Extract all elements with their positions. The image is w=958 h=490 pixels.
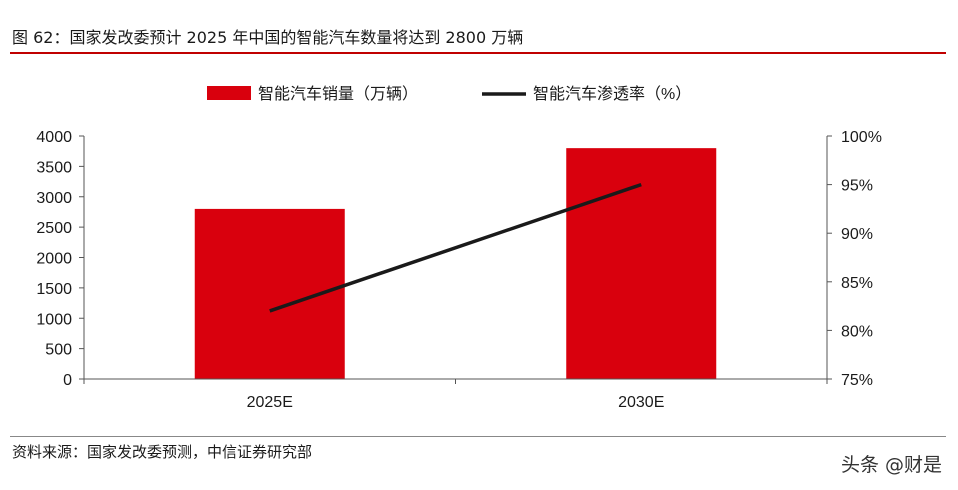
right-tick-label: 95% <box>841 178 873 195</box>
combo-chart: 智能汽车销量（万辆） 智能汽车渗透率（%） 0 500 1000 1500 2000 250… <box>36 85 882 411</box>
left-tick-label: 1500 <box>36 281 72 298</box>
right-tick-label: 75% <box>841 372 873 389</box>
right-tick-label: 80% <box>841 323 873 340</box>
line-series <box>269 182 642 313</box>
left-tick-label: 2000 <box>36 251 72 268</box>
right-tick-label: 85% <box>841 275 873 292</box>
left-tick-label: 2500 <box>36 220 72 237</box>
chart-legend: 智能汽车销量（万辆） 智能汽车渗透率（%） <box>207 85 691 103</box>
left-tick-label: 500 <box>45 342 72 359</box>
x-tick-label: 2025E <box>247 394 293 411</box>
figure-title: 图 62：国家发改委预计 2025 年中国的智能汽车数量将达到 2800 万辆 <box>12 28 524 47</box>
x-tick-label: 2030E <box>618 394 664 411</box>
left-tick-label: 4000 <box>36 129 72 146</box>
left-tick-label: 0 <box>63 372 72 389</box>
source-note: 资料来源：国家发改委预测，中信证券研究部 <box>12 443 313 461</box>
title-divider <box>10 52 946 54</box>
chart-axes: 0 500 1000 1500 2000 2500 3000 3500 4000 75% 80% 85… <box>36 129 882 411</box>
legend-swatch-bar <box>207 86 251 100</box>
right-tick-label: 100% <box>841 129 882 146</box>
bar-2030E <box>566 148 717 379</box>
left-tick-label: 1000 <box>36 311 72 328</box>
source-divider <box>10 436 946 437</box>
bar-series <box>194 148 717 379</box>
legend-label-line: 智能汽车渗透率（%） <box>533 85 691 103</box>
legend-label-bar: 智能汽车销量（万辆） <box>258 85 418 103</box>
right-tick-label: 90% <box>841 226 873 243</box>
watermark: 头条 @财是 <box>840 454 942 476</box>
left-tick-label: 3000 <box>36 190 72 207</box>
penetration-line <box>269 182 642 313</box>
left-tick-label: 3500 <box>36 159 72 176</box>
